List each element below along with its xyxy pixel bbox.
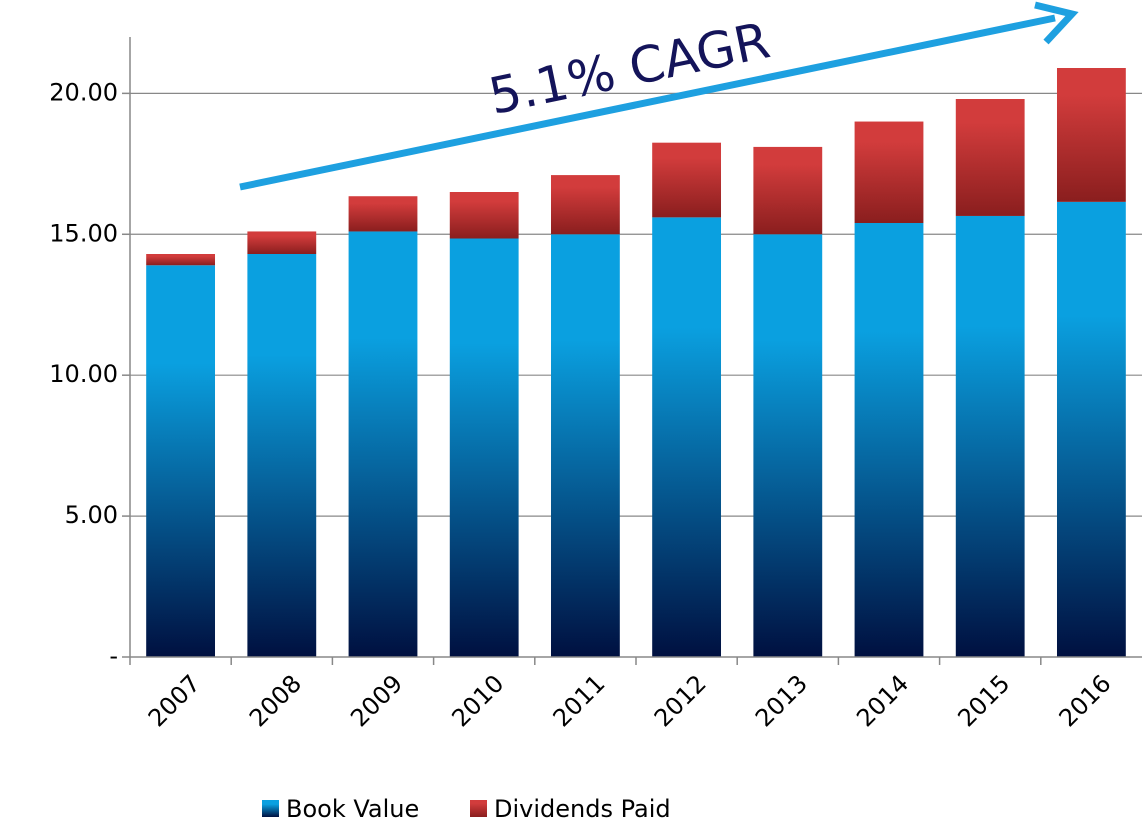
bar	[955, 215, 1025, 658]
bar	[550, 175, 620, 235]
bar	[449, 192, 519, 239]
legend-label: Book Value	[286, 795, 419, 823]
y-tick-label: 15.00	[49, 219, 118, 247]
x-tick-label: 2011	[548, 669, 611, 732]
x-tick-label: 2010	[446, 669, 509, 732]
bar	[652, 142, 722, 218]
bar	[247, 254, 317, 657]
bar	[449, 238, 519, 657]
x-tick-label: 2007	[143, 669, 206, 732]
bar	[550, 234, 620, 658]
x-tick-label: 2008	[244, 669, 307, 732]
bar	[753, 146, 823, 235]
bar	[1056, 68, 1126, 202]
trend-arrow	[239, 14, 1056, 191]
bar	[753, 234, 823, 658]
bar	[247, 231, 317, 254]
bar	[146, 265, 216, 657]
bar	[854, 223, 924, 657]
y-tick-label: 20.00	[49, 78, 118, 106]
bar	[854, 121, 924, 223]
legend-swatch	[470, 800, 487, 817]
y-tick-label: 10.00	[49, 360, 118, 388]
legend-label: Dividends Paid	[494, 795, 671, 823]
y-tick-label: -	[109, 642, 118, 670]
trend-arrowhead	[1034, 1, 1079, 45]
x-tick-label: 2012	[649, 669, 712, 732]
bar	[955, 99, 1025, 216]
x-tick-label: 2013	[750, 669, 813, 732]
bar	[146, 254, 216, 266]
legend-swatch	[262, 800, 279, 817]
x-tick-label: 2014	[851, 669, 914, 732]
y-tick-label: 5.00	[65, 501, 118, 529]
bar	[1056, 201, 1126, 657]
x-tick-label: 2009	[345, 669, 408, 732]
bar	[348, 196, 418, 232]
x-tick-label: 2016	[1054, 669, 1117, 732]
x-tick-label: 2015	[952, 669, 1015, 732]
bar	[348, 231, 418, 658]
bar	[652, 217, 722, 657]
